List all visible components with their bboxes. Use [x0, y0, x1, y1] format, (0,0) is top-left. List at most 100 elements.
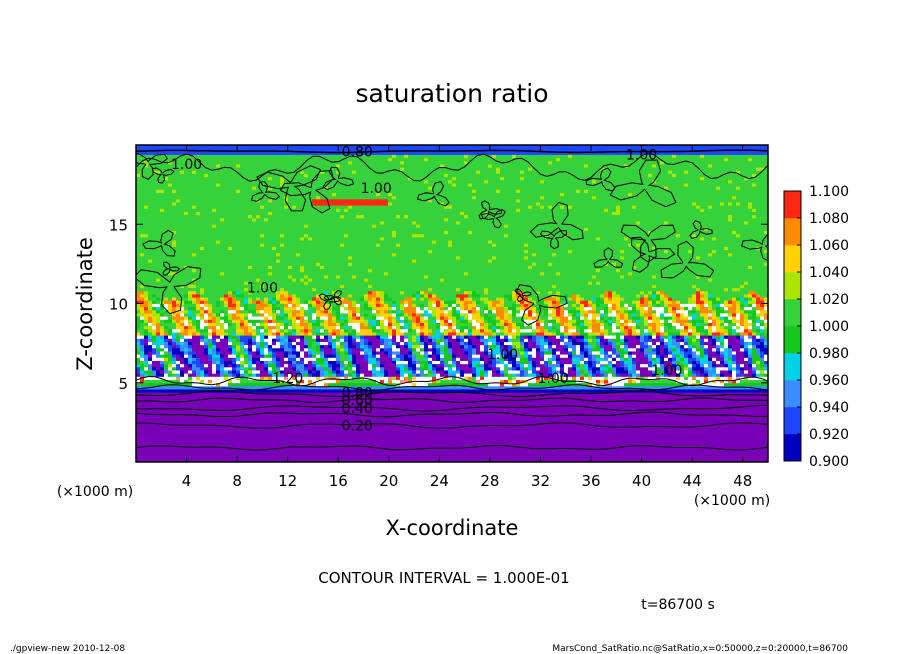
y-tick-label: 15 — [109, 216, 128, 234]
field-cell — [244, 293, 277, 298]
field-cell — [460, 335, 465, 339]
field-cell — [720, 354, 725, 358]
field-cell — [280, 179, 285, 184]
field-cell — [280, 341, 285, 346]
field-cell — [592, 325, 601, 330]
field-cell — [460, 332, 465, 336]
field-cell — [276, 360, 281, 365]
field-cell — [208, 297, 221, 301]
field-cell — [544, 322, 549, 327]
field-cell — [724, 338, 729, 342]
field-cell — [524, 354, 529, 358]
field-cell — [664, 332, 669, 336]
colorbar: 0.9000.9200.9400.9600.9801.0001.0201.040… — [783, 184, 849, 470]
field-cell — [428, 366, 433, 371]
field-cell — [708, 351, 717, 355]
field-cell — [260, 376, 265, 380]
field-cell — [300, 306, 305, 311]
field-cell — [624, 322, 629, 327]
field-cell — [728, 366, 733, 371]
field-cell — [204, 297, 209, 301]
field-cell — [596, 341, 601, 346]
field-cell — [696, 300, 705, 304]
field-cell — [424, 313, 433, 317]
field-cell — [716, 313, 721, 317]
field-cell — [532, 316, 537, 320]
field-cell — [200, 332, 209, 336]
field-cell — [572, 322, 577, 327]
field-cell — [612, 303, 617, 308]
field-cell — [140, 332, 145, 336]
field-cell — [652, 246, 657, 251]
field-cell — [588, 313, 593, 317]
field-cell — [668, 347, 673, 352]
field-cell — [496, 306, 505, 311]
field-cell — [220, 382, 229, 387]
field-cell — [472, 313, 481, 317]
field-cell — [332, 303, 337, 308]
field-cell — [684, 306, 689, 311]
field-cell — [520, 360, 529, 365]
field-cell — [752, 370, 757, 374]
field-cell — [244, 370, 249, 374]
field-cell — [288, 198, 313, 203]
field-cell — [432, 347, 437, 352]
field-cell — [416, 316, 421, 320]
field-cell — [456, 322, 473, 327]
field-cell — [752, 366, 757, 371]
field-cell — [492, 347, 501, 352]
field-cell — [496, 322, 505, 327]
field-cell — [452, 351, 465, 355]
field-cell — [488, 338, 497, 342]
field-cell — [728, 316, 733, 320]
field-cell — [248, 214, 253, 219]
field-cell — [680, 303, 697, 308]
field-cell — [192, 370, 197, 374]
field-cell — [452, 335, 457, 339]
field-cell — [432, 249, 525, 254]
field-cell — [648, 303, 653, 308]
field-cell — [384, 300, 393, 304]
field-cell — [504, 332, 509, 336]
field-cell — [700, 303, 705, 308]
field-cell — [560, 309, 565, 314]
field-cell — [584, 366, 589, 371]
field-cell — [148, 319, 153, 323]
field-cell — [504, 347, 509, 352]
field-cell — [520, 363, 525, 368]
field-cell — [468, 309, 473, 314]
field-cell — [304, 313, 313, 317]
field-cell — [536, 313, 541, 317]
field-cell — [540, 347, 545, 352]
field-cell — [316, 354, 321, 358]
field-cell — [652, 332, 657, 336]
field-cell — [372, 373, 377, 377]
field-cell — [436, 240, 449, 244]
field-cell — [276, 325, 281, 330]
field-cell — [412, 293, 417, 298]
field-cell — [252, 265, 269, 270]
field-cell — [712, 322, 717, 327]
field-cell — [572, 341, 585, 346]
field-cell — [408, 154, 465, 159]
field-cell — [620, 325, 625, 330]
field-cell — [628, 319, 633, 323]
field-cell — [168, 363, 173, 368]
field-cell — [172, 319, 177, 323]
field-cell — [668, 370, 677, 374]
field-cell — [316, 344, 321, 349]
field-cell — [652, 347, 657, 352]
field-cell — [516, 344, 521, 349]
field-cell — [760, 319, 765, 323]
field-cell — [384, 290, 401, 295]
field-cell — [584, 347, 589, 352]
field-cell — [372, 332, 377, 336]
field-cell — [140, 341, 145, 346]
field-cell — [752, 373, 757, 377]
field-cell — [556, 297, 561, 301]
field-cell — [176, 230, 393, 235]
field-cell — [636, 360, 649, 365]
field-cell — [692, 313, 697, 317]
field-cell — [644, 293, 649, 298]
field-cell — [260, 319, 265, 323]
